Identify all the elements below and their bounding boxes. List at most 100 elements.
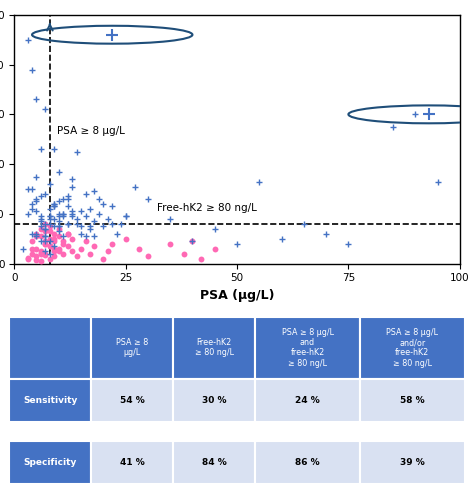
Point — [122, 235, 129, 243]
Point — [73, 148, 81, 156]
Point — [122, 212, 129, 220]
Point — [59, 250, 67, 258]
Point — [28, 66, 36, 74]
Point — [77, 245, 85, 252]
Point — [42, 240, 49, 247]
Point — [86, 250, 94, 258]
Text: 24 %: 24 % — [295, 396, 320, 405]
Point — [100, 222, 107, 230]
Text: 41 %: 41 % — [120, 458, 145, 467]
Point — [42, 240, 49, 247]
Point — [64, 220, 72, 228]
Point — [33, 230, 40, 238]
Point — [37, 193, 45, 201]
Point — [33, 230, 40, 238]
Point — [68, 175, 76, 183]
FancyBboxPatch shape — [360, 317, 465, 379]
Point — [91, 232, 98, 240]
Point — [42, 227, 49, 235]
FancyBboxPatch shape — [173, 379, 255, 422]
Point — [33, 232, 40, 240]
Point — [46, 205, 54, 213]
Point — [95, 195, 103, 203]
Text: Specificity: Specificity — [24, 458, 77, 467]
Text: 86 %: 86 % — [295, 458, 320, 467]
Point — [64, 230, 72, 238]
Point — [24, 254, 31, 262]
Point — [55, 227, 63, 235]
Text: PSA ≥ 8 μg/L: PSA ≥ 8 μg/L — [56, 126, 124, 136]
Point — [33, 172, 40, 180]
FancyBboxPatch shape — [9, 441, 91, 484]
Point — [64, 203, 72, 210]
Point — [100, 255, 107, 263]
Text: 58 %: 58 % — [400, 396, 425, 405]
Point — [46, 215, 54, 223]
Point — [51, 200, 58, 208]
FancyBboxPatch shape — [360, 441, 465, 484]
Point — [42, 105, 49, 113]
Point — [64, 195, 72, 203]
Point — [55, 212, 63, 220]
Point — [55, 247, 63, 255]
Point — [46, 237, 54, 245]
FancyBboxPatch shape — [173, 317, 255, 379]
Point — [46, 212, 54, 220]
Point — [322, 230, 330, 238]
Point — [82, 237, 89, 245]
Point — [51, 252, 58, 260]
Point — [42, 190, 49, 198]
Point — [73, 215, 81, 223]
Point — [51, 235, 58, 243]
Point — [59, 210, 67, 218]
Point — [33, 232, 40, 240]
Point — [46, 242, 54, 250]
Point — [180, 250, 187, 258]
Point — [51, 200, 58, 208]
Point — [42, 237, 49, 245]
Point — [86, 222, 94, 230]
Point — [59, 232, 67, 240]
Point — [91, 188, 98, 196]
Point — [64, 242, 72, 250]
Point — [24, 255, 31, 263]
FancyBboxPatch shape — [360, 379, 465, 422]
Point — [82, 212, 89, 220]
Point — [46, 227, 54, 235]
Text: 84 %: 84 % — [202, 458, 227, 467]
Point — [51, 242, 58, 250]
Point — [86, 225, 94, 233]
X-axis label: PSA (μg/L): PSA (μg/L) — [200, 289, 274, 302]
Point — [37, 237, 45, 245]
Text: PSA ≥ 8 μg/L
and
free-hK2
≥ 80 ng/L: PSA ≥ 8 μg/L and free-hK2 ≥ 80 ng/L — [282, 328, 334, 368]
Point — [434, 177, 441, 185]
FancyBboxPatch shape — [255, 317, 360, 379]
Point — [42, 232, 49, 240]
Point — [77, 222, 85, 230]
Point — [37, 225, 45, 233]
Point — [77, 207, 85, 215]
Point — [24, 185, 31, 193]
Point — [37, 247, 45, 255]
Point — [55, 210, 63, 218]
Point — [46, 242, 54, 250]
Text: Free-hK2
≥ 80 ng/L: Free-hK2 ≥ 80 ng/L — [195, 338, 234, 358]
Point — [118, 220, 125, 228]
Point — [42, 232, 49, 240]
Point — [68, 212, 76, 220]
Point — [28, 245, 36, 252]
Point — [389, 123, 397, 131]
Point — [28, 230, 36, 238]
Point — [166, 240, 174, 247]
FancyBboxPatch shape — [255, 379, 360, 422]
Point — [300, 220, 308, 228]
Point — [37, 257, 45, 265]
Point — [55, 198, 63, 206]
Point — [95, 210, 103, 218]
Point — [55, 245, 63, 252]
Text: 54 %: 54 % — [120, 396, 145, 405]
Point — [68, 183, 76, 191]
Point — [198, 255, 205, 263]
Point — [37, 249, 45, 257]
FancyBboxPatch shape — [255, 441, 360, 484]
